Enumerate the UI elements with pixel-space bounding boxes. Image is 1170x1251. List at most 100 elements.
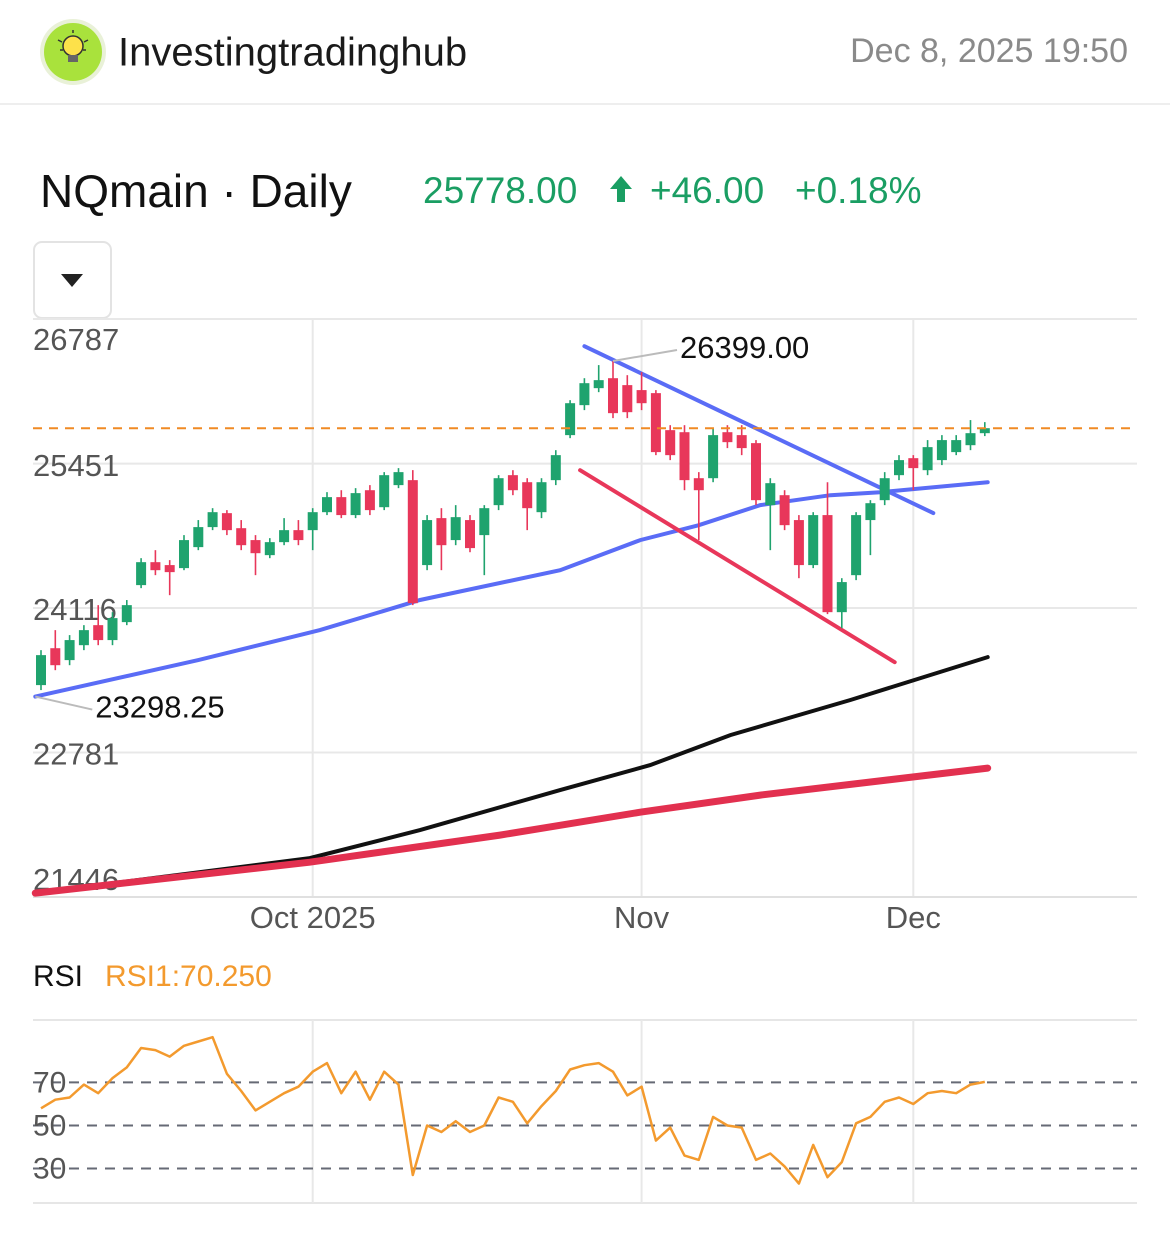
candle-body <box>836 582 847 613</box>
y-tick-label: 24116 <box>33 592 117 627</box>
annotation-leader <box>35 695 93 711</box>
candle-body <box>522 482 533 509</box>
candle-body <box>965 433 976 446</box>
rsi-value-label: RSI1:70.250 <box>105 960 272 993</box>
rsi-tick-label: 70 <box>33 1066 66 1099</box>
bulb-rays <box>57 30 89 51</box>
candle-body <box>822 515 833 613</box>
candle-body <box>550 455 561 481</box>
candle-body <box>579 383 590 406</box>
candle-body <box>164 565 175 573</box>
candle-body <box>136 562 147 586</box>
candle-body <box>221 513 232 531</box>
candle-body <box>450 517 461 541</box>
candle-body <box>608 378 618 414</box>
candle-body <box>493 478 504 506</box>
candle-body <box>322 497 332 513</box>
candle-body <box>507 475 518 491</box>
candle-body <box>436 518 447 546</box>
candle-body <box>593 380 604 389</box>
candle-body <box>121 605 132 623</box>
candle-body <box>422 520 433 566</box>
candle-body <box>307 512 318 531</box>
candle-body <box>193 527 204 548</box>
last-price: 25778.00 <box>423 170 577 211</box>
rsi-title: RSI <box>33 960 83 993</box>
candle-body <box>279 530 290 543</box>
author-name[interactable]: Investingtradinghub <box>118 31 467 75</box>
candle-body <box>393 472 404 486</box>
trendline <box>578 468 897 665</box>
candle-body <box>979 428 990 434</box>
candle-body <box>751 443 761 501</box>
candle-body <box>765 483 776 506</box>
trendline <box>582 344 936 516</box>
candle-body <box>736 435 747 449</box>
candle-body <box>879 478 890 501</box>
candle-body <box>250 540 261 554</box>
candle-body <box>364 490 375 511</box>
x-tick-label: Nov <box>614 900 670 935</box>
candle-body <box>236 528 247 546</box>
dropdown-button[interactable] <box>33 241 112 319</box>
bulb <box>62 35 84 57</box>
candle-body <box>636 390 647 404</box>
candle-body <box>107 618 118 641</box>
moving-average-line <box>31 764 992 897</box>
annotation-label: 26399.00 <box>680 330 809 365</box>
rsi-tick-label: 30 <box>33 1152 66 1185</box>
candle-body <box>78 630 89 646</box>
candle-body <box>179 540 189 569</box>
avatar[interactable] <box>40 19 106 85</box>
candle-body <box>264 542 275 556</box>
candle-body <box>793 520 804 566</box>
dropdown-caret <box>61 274 83 287</box>
candle-body <box>465 520 475 549</box>
candle-body <box>536 482 547 513</box>
candle-body <box>865 503 876 521</box>
candle-body <box>293 530 304 541</box>
candle-body <box>851 515 862 576</box>
moving-average-line <box>33 655 990 896</box>
candle-body <box>565 403 576 436</box>
candle-body <box>779 495 790 526</box>
candle-body <box>150 562 161 571</box>
up-arrow <box>610 176 632 202</box>
candle-body <box>922 447 933 471</box>
candle-body <box>379 475 390 508</box>
candle-body <box>665 430 676 456</box>
x-tick-label: Oct 2025 <box>250 900 376 935</box>
annotation-label: 23298.25 <box>95 690 224 725</box>
candle-body <box>650 393 661 453</box>
post-datetime: Dec 8, 2025 19:50 <box>850 32 1128 70</box>
rsi-line <box>40 1035 986 1185</box>
candle-body <box>93 625 104 641</box>
y-tick-label: 26787 <box>33 322 119 357</box>
candle-body <box>207 512 218 528</box>
rsi-tick-label: 50 <box>33 1109 66 1142</box>
candle-body <box>336 497 347 516</box>
candle-body <box>479 508 490 536</box>
bulb-base <box>68 55 78 62</box>
candle-body <box>407 480 418 604</box>
chart-title: NQmain · Daily <box>40 165 352 217</box>
candle-body <box>722 432 733 443</box>
candle-body <box>894 460 904 476</box>
candle-body <box>50 648 61 666</box>
candle-body <box>350 493 361 516</box>
candle-body <box>908 458 919 469</box>
price-change: +46.00 <box>650 170 764 211</box>
candle-body <box>708 435 719 479</box>
candle-body <box>622 385 633 413</box>
y-tick-label: 22781 <box>33 737 119 772</box>
candle-body <box>693 478 704 491</box>
candle-body <box>36 655 46 686</box>
x-tick-label: Dec <box>886 900 941 935</box>
price-change-pct: +0.18% <box>795 170 922 211</box>
candle-body <box>951 440 962 453</box>
candle-body <box>679 432 690 481</box>
candle-body <box>936 440 947 461</box>
candle-body <box>64 640 75 661</box>
